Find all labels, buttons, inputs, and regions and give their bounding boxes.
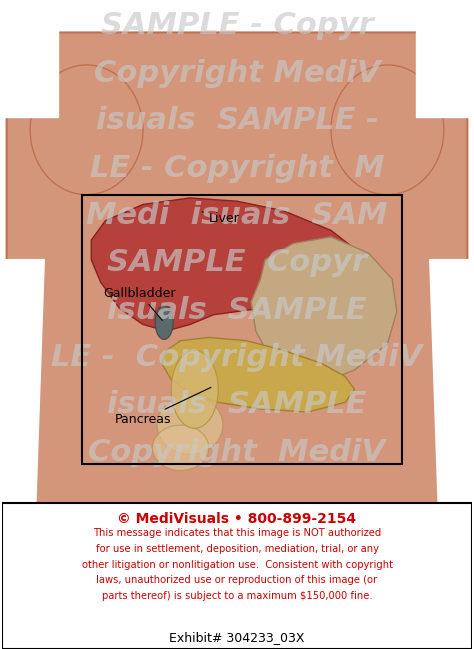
- Text: for use in settlement, deposition, mediation, trial, or any: for use in settlement, deposition, media…: [95, 544, 379, 554]
- Text: LE -  Copyright MediV: LE - Copyright MediV: [51, 343, 423, 372]
- Bar: [0, 0, 58, 117]
- PathPatch shape: [91, 198, 392, 331]
- Bar: [82, 195, 401, 464]
- Text: Exhibit# 304233_03X: Exhibit# 304233_03X: [169, 631, 305, 644]
- Text: Medi  isuals  SAM: Medi isuals SAM: [86, 201, 388, 230]
- Ellipse shape: [152, 425, 209, 471]
- Text: SAMPLE  Copyr: SAMPLE Copyr: [107, 249, 367, 277]
- Text: LE - Copyright  M: LE - Copyright M: [90, 154, 384, 182]
- Polygon shape: [430, 260, 472, 532]
- Text: isuals  SAMPLE: isuals SAMPLE: [107, 391, 367, 419]
- Text: SAMPLE - Copyr: SAMPLE - Copyr: [100, 12, 374, 40]
- Text: Liver: Liver: [202, 212, 239, 225]
- Ellipse shape: [157, 396, 223, 454]
- Text: laws, unauthorized use or reproduction of this image (or: laws, unauthorized use or reproduction o…: [96, 575, 378, 585]
- Text: Copyright  MediV: Copyright MediV: [89, 438, 385, 467]
- Bar: [416, 0, 474, 117]
- Text: © MediVisuals • 800-899-2154: © MediVisuals • 800-899-2154: [118, 512, 356, 526]
- Text: isuals  SAMPLE -: isuals SAMPLE -: [96, 106, 378, 135]
- Ellipse shape: [30, 65, 143, 195]
- Text: Pancreas: Pancreas: [115, 387, 211, 426]
- Bar: [2, 503, 472, 649]
- Text: isuals  SAMPLE: isuals SAMPLE: [107, 296, 367, 324]
- PathPatch shape: [251, 237, 397, 383]
- Text: This message indicates that this image is NOT authorized: This message indicates that this image i…: [93, 528, 381, 539]
- Polygon shape: [2, 260, 44, 532]
- Text: Copyright MediV: Copyright MediV: [94, 59, 380, 88]
- Text: other litigation or nonlitigation use.  Consistent with copyright: other litigation or nonlitigation use. C…: [82, 559, 392, 570]
- PathPatch shape: [162, 337, 355, 412]
- Text: Gallbladder: Gallbladder: [103, 287, 175, 321]
- FancyBboxPatch shape: [7, 32, 467, 558]
- Ellipse shape: [155, 306, 173, 339]
- Ellipse shape: [171, 350, 218, 428]
- Text: parts thereof) is subject to a maximum $150,000 fine.: parts thereof) is subject to a maximum $…: [102, 591, 372, 601]
- Ellipse shape: [331, 65, 444, 195]
